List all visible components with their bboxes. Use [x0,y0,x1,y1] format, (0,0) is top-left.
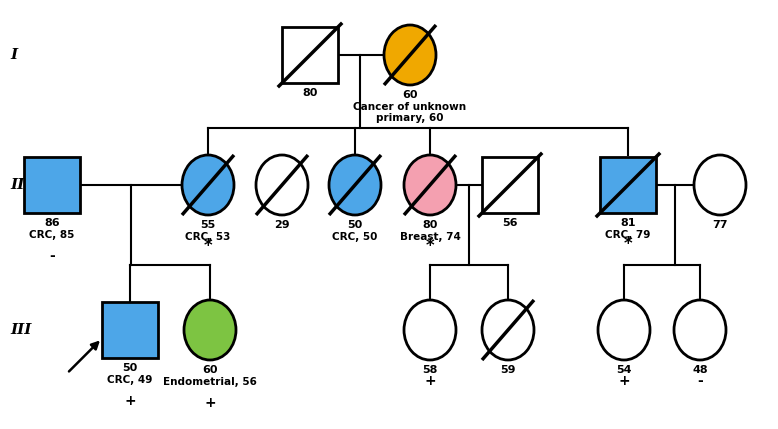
Ellipse shape [598,300,650,360]
Text: primary, 60: primary, 60 [377,113,443,123]
Text: 80: 80 [422,220,438,230]
Text: *: * [426,237,434,255]
Text: +: + [204,396,216,410]
Bar [482,157,538,213]
Text: 80: 80 [303,88,317,98]
Ellipse shape [674,300,726,360]
Text: +: + [124,394,136,408]
Text: CRC, 85: CRC, 85 [30,230,75,240]
Ellipse shape [404,300,456,360]
Text: -: - [697,374,703,388]
Ellipse shape [694,155,746,215]
Bar [102,302,158,358]
Ellipse shape [482,300,534,360]
Text: Cancer of unknown: Cancer of unknown [353,102,467,112]
Text: 54: 54 [616,365,632,375]
Text: 58: 58 [422,365,438,375]
Text: 55: 55 [201,220,216,230]
Text: CRC, 49: CRC, 49 [107,375,152,385]
Text: 29: 29 [274,220,290,230]
Ellipse shape [256,155,308,215]
Text: -: - [49,249,55,263]
Text: 50: 50 [347,220,363,230]
Ellipse shape [182,155,234,215]
Text: 60: 60 [202,365,218,375]
Ellipse shape [384,25,436,85]
Text: 50: 50 [122,363,138,373]
Bar [282,27,338,83]
Text: 59: 59 [500,365,516,375]
Text: *: * [624,235,633,253]
Text: CRC, 53: CRC, 53 [185,232,231,242]
Text: 86: 86 [44,218,60,228]
Ellipse shape [329,155,381,215]
Ellipse shape [404,155,456,215]
Text: CRC, 50: CRC, 50 [332,232,377,242]
Ellipse shape [184,300,236,360]
Bar [24,157,80,213]
Text: +: + [424,374,436,388]
Text: I: I [10,48,17,62]
Text: II: II [10,178,24,192]
Text: 56: 56 [503,218,517,228]
Text: 60: 60 [402,90,418,100]
Text: 77: 77 [712,220,727,230]
Text: 48: 48 [692,365,708,375]
Bar [600,157,656,213]
Text: Endometrial, 56: Endometrial, 56 [163,377,257,387]
Text: +: + [619,374,630,388]
Text: Breast, 74: Breast, 74 [400,232,461,242]
Text: III: III [10,323,31,337]
Text: 81: 81 [620,218,636,228]
Text: *: * [204,237,212,255]
Text: CRC, 79: CRC, 79 [605,230,650,240]
